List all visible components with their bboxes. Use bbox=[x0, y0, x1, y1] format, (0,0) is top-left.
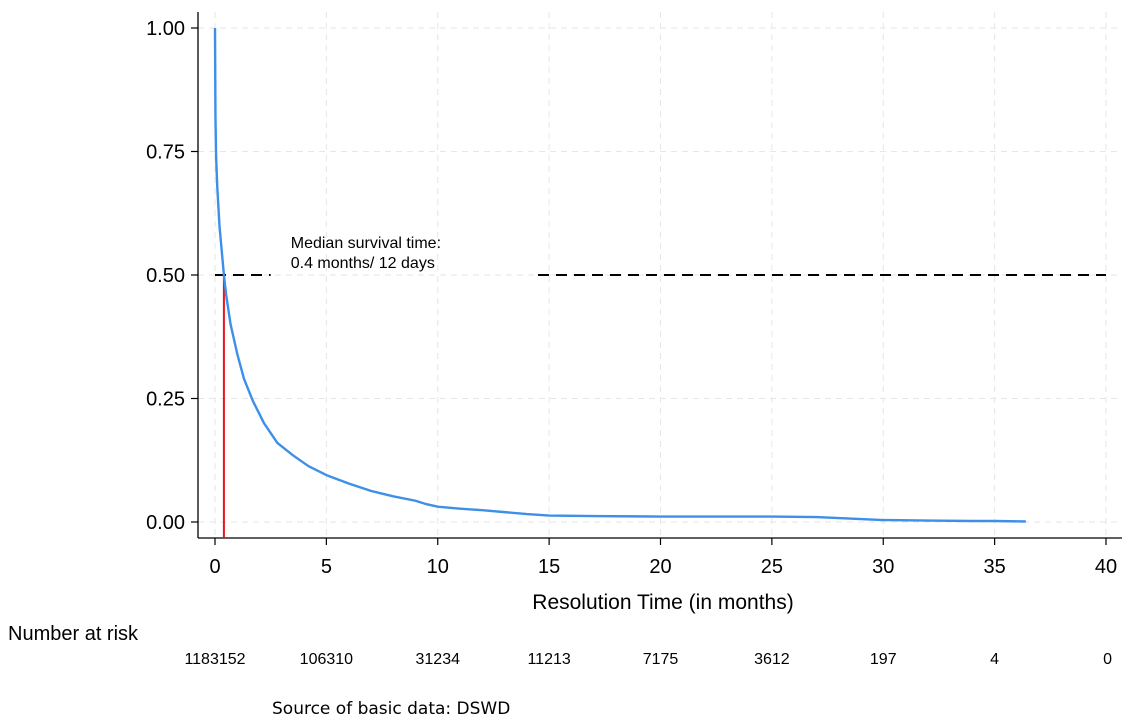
risk-count: 3612 bbox=[754, 651, 790, 668]
risk-count: 31234 bbox=[416, 651, 461, 668]
risk-count: 0 bbox=[1103, 651, 1112, 668]
x-tick-label: 25 bbox=[761, 556, 783, 578]
x-tick-label: 5 bbox=[321, 556, 332, 578]
grid-layer bbox=[198, 12, 1122, 538]
annotation-line-2: 0.4 months/ 12 days bbox=[291, 255, 435, 272]
source-note: Source of basic data: DSWD bbox=[272, 699, 511, 719]
x-tick-label: 30 bbox=[872, 556, 894, 578]
y-tick-label: 0.75 bbox=[146, 142, 185, 164]
x-axis-title: Resolution Time (in months) bbox=[532, 591, 793, 614]
survival-curve bbox=[213, 27, 1026, 523]
risk-count: 106310 bbox=[300, 651, 353, 668]
ticks-layer: 0 5 10 15 20 25 30 35 40 0.00 0.25 0.50 0.75 1.00 bbox=[146, 18, 1117, 578]
x-tick-label: 0 bbox=[209, 556, 220, 578]
risk-table: 1183152 106310 31234 11213 7175 3612 197 4 0 bbox=[184, 651, 1112, 668]
risk-count: 4 bbox=[990, 651, 999, 668]
risk-count: 11213 bbox=[527, 651, 570, 668]
risk-table-title: Number at risk bbox=[8, 623, 139, 645]
annotation-line-1: Median survival time: bbox=[291, 235, 441, 252]
y-tick-label: 0.25 bbox=[146, 389, 185, 411]
y-tick-label: 1.00 bbox=[146, 18, 185, 40]
x-tick-label: 40 bbox=[1095, 556, 1117, 578]
y-tick-label: 0.00 bbox=[146, 512, 185, 534]
km-chart: 0 5 10 15 20 25 30 35 400.000.250.500.751.00 Med… bbox=[8, 12, 1122, 668]
x-tick-label: 35 bbox=[984, 556, 1006, 578]
x-tick-label: 10 bbox=[427, 556, 449, 578]
y-tick-label: 0.50 bbox=[146, 265, 185, 287]
x-tick-label: 15 bbox=[538, 556, 560, 578]
risk-count: 7175 bbox=[643, 651, 679, 668]
risk-count: 1183152 bbox=[184, 651, 245, 668]
risk-count: 197 bbox=[870, 651, 897, 668]
x-tick-label: 20 bbox=[649, 556, 671, 578]
